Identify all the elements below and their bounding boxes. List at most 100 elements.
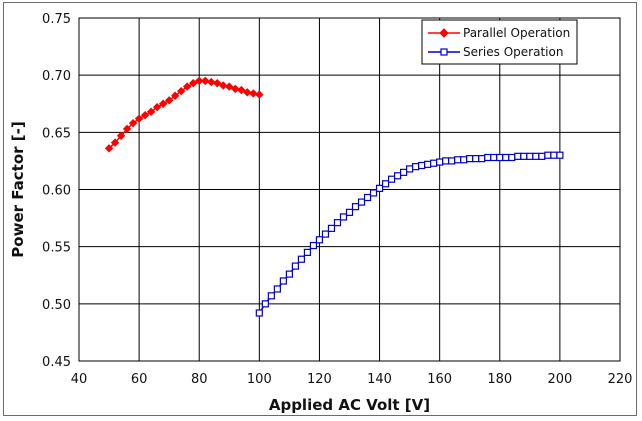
data-point-square	[315, 236, 324, 244]
y-tick-label: 0.65	[42, 126, 71, 141]
data-point-square	[297, 255, 306, 263]
data-point-diamond	[170, 91, 180, 100]
legend-marker-parallel	[439, 28, 449, 38]
tick-labels: 40 60 80 100 120 140 160 180 200 220 0.45 0.50 0.55 0…	[42, 12, 632, 387]
data-point-diamond	[134, 114, 144, 123]
y-tick-label: 0.70	[42, 69, 71, 84]
data-point-diamond	[110, 138, 120, 147]
data-point-square	[363, 193, 372, 202]
data-point-square	[424, 160, 432, 168]
data-point-square	[520, 152, 528, 160]
y-tick-label: 0.50	[42, 298, 71, 313]
data-point-square	[526, 152, 534, 160]
data-point-square	[490, 153, 498, 162]
x-tick-label: 220	[608, 372, 633, 387]
data-point-square	[393, 172, 402, 180]
x-tick-label: 200	[547, 372, 572, 387]
data-point-square	[466, 155, 474, 163]
grid-lines	[79, 18, 620, 361]
data-point-square	[502, 153, 510, 162]
y-tick-label: 0.60	[42, 184, 71, 199]
plot-border	[78, 17, 621, 362]
data-point-square	[496, 153, 504, 162]
data-point-diamond	[249, 89, 258, 98]
x-tick-label: 60	[131, 372, 148, 387]
data-point-square	[532, 152, 540, 160]
data-point-square	[327, 224, 336, 232]
data-point-square	[375, 184, 384, 192]
x-tick-label: 80	[191, 372, 208, 387]
data-point-square	[484, 153, 492, 162]
data-point-square	[538, 152, 546, 160]
data-point-diamond	[243, 88, 252, 97]
y-tick-label: 0.75	[42, 12, 71, 27]
data-point-square	[460, 156, 468, 164]
data-point-square	[436, 158, 444, 166]
data-point-square	[261, 300, 269, 308]
legend: Parallel Operation Series Operation	[421, 19, 578, 65]
data-point-square	[514, 152, 522, 160]
data-point-diamond	[158, 99, 168, 108]
legend-label-series: Series Operation	[463, 45, 563, 59]
x-tick-label: 120	[307, 372, 332, 387]
data-point-diamond	[182, 82, 192, 91]
data-point-square	[508, 153, 516, 162]
data-point-square	[357, 198, 366, 206]
data-point-diamond	[122, 124, 132, 134]
data-point-diamond	[152, 102, 162, 112]
data-point-square	[333, 219, 342, 227]
data-point-diamond	[146, 107, 156, 116]
x-tick-label: 100	[247, 372, 272, 387]
data-point-square	[339, 213, 348, 221]
data-point-diamond	[176, 86, 186, 96]
data-point-square	[351, 203, 360, 211]
data-point-square	[550, 151, 558, 159]
data-point-square	[406, 165, 414, 173]
data-point-diamond	[225, 82, 234, 91]
data-point-square	[478, 155, 486, 163]
data-point-square	[369, 189, 378, 197]
x-tick-label: 140	[367, 372, 392, 387]
data-point-diamond	[189, 78, 198, 88]
data-point-diamond	[116, 131, 126, 140]
data-point-square	[472, 155, 480, 163]
data-point-square	[442, 157, 450, 165]
data-point-diamond	[213, 78, 222, 88]
x-tick-label: 180	[487, 372, 512, 387]
data-point-square	[400, 168, 408, 176]
data-point-diamond	[237, 85, 246, 95]
x-tick-label: 160	[427, 372, 452, 387]
legend-box	[421, 19, 578, 65]
data-point-square	[430, 159, 438, 167]
data-point-square	[418, 161, 426, 170]
data-point-diamond	[255, 90, 264, 99]
data-point-square	[345, 208, 354, 216]
data-point-diamond	[207, 77, 216, 87]
series-parallel-operation	[104, 76, 264, 153]
data-point-square	[309, 241, 318, 250]
legend-marker-series	[440, 48, 448, 56]
data-point-square	[556, 151, 564, 159]
legend-label-parallel: Parallel Operation	[463, 26, 570, 40]
data-point-diamond	[195, 76, 204, 86]
data-point-square	[273, 285, 281, 293]
data-point-diamond	[164, 96, 174, 105]
data-point-square	[321, 230, 330, 238]
data-point-square	[454, 156, 462, 164]
data-point-square	[267, 292, 275, 300]
series-series-operation	[255, 151, 564, 317]
x-tick-label: 40	[71, 372, 88, 387]
data-point-square	[544, 151, 552, 159]
data-point-square	[279, 277, 287, 285]
data-point-square	[285, 270, 293, 278]
data-point-diamond	[128, 118, 138, 128]
data-point-diamond	[140, 110, 150, 120]
data-point-square	[387, 175, 396, 183]
data-point-square	[255, 309, 263, 317]
y-tick-label: 0.55	[42, 241, 71, 256]
data-point-square	[381, 180, 390, 188]
data-point-square	[412, 163, 420, 171]
data-point-diamond	[219, 81, 228, 90]
data-point-square	[448, 157, 456, 165]
